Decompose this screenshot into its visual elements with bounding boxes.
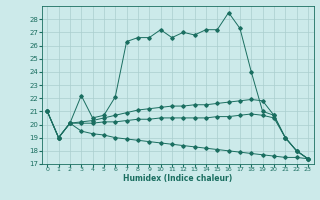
- X-axis label: Humidex (Indice chaleur): Humidex (Indice chaleur): [123, 174, 232, 183]
